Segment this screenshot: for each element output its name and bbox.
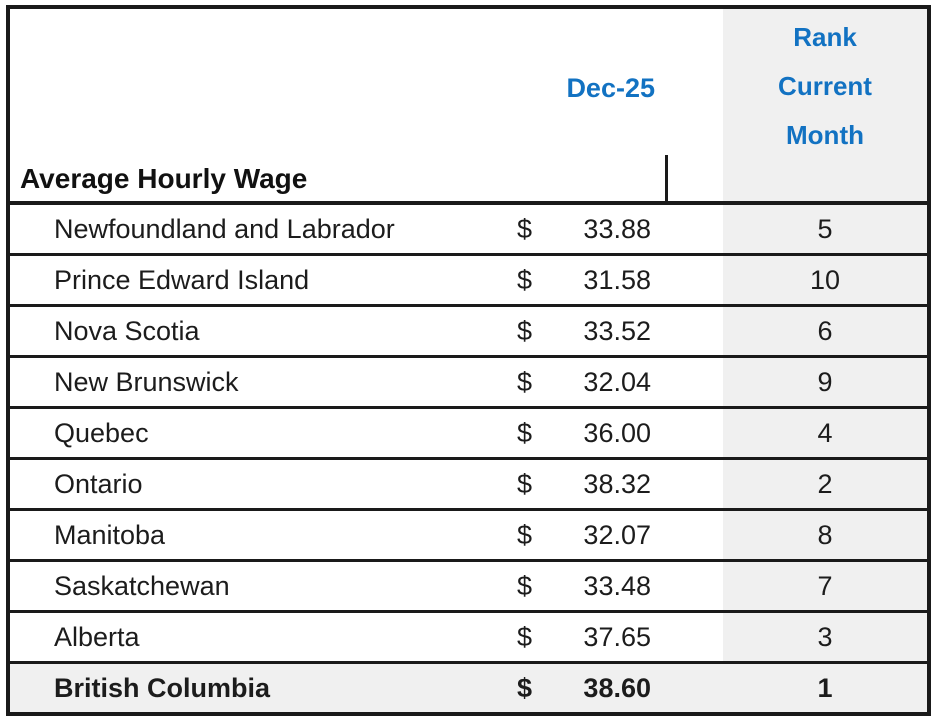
province-cell: Manitoba [54,519,166,550]
wage-cell: $ 31.58 [511,256,661,304]
rank-cell: 5 [723,205,927,253]
province-cell: Nova Scotia [54,315,200,346]
table-row: Ontario $ 38.32 2 [10,457,927,508]
column-spacer [661,205,723,253]
column-spacer [661,409,723,457]
rank-header-line-1: Rank [793,22,857,52]
wage-amount: 38.60 [583,672,651,703]
table-row-highlighted: British Columbia $ 38.60 1 [10,661,927,712]
rank-cell: 2 [723,460,927,508]
currency-symbol: $ [517,264,533,295]
column-divider-tick [665,155,668,201]
rank-cell: 10 [723,256,927,304]
province-cell: Quebec [54,417,149,448]
wage-amount: 37.65 [583,621,651,652]
wage-amount: 36.00 [583,417,651,448]
rank-column-header: Rank Current Month [723,13,927,160]
rank-cell: 6 [723,307,927,355]
wage-amount: 32.04 [583,366,651,397]
currency-symbol: $ [517,417,533,448]
column-spacer [661,562,723,610]
currency-symbol: $ [517,315,533,346]
table-title: Average Hourly Wage [20,163,308,194]
table-row: Saskatchewan $ 33.48 7 [10,559,927,610]
table-row: Alberta $ 37.65 3 [10,610,927,661]
province-cell: New Brunswick [54,366,239,397]
wage-table: Rank Current Month Dec-25 Average Hourly… [6,5,931,716]
province-cell: Saskatchewan [54,570,230,601]
wage-cell: $ 32.07 [511,511,661,559]
wage-amount: 32.07 [583,519,651,550]
wage-amount: 33.52 [583,315,651,346]
rank-cell: 9 [723,358,927,406]
column-spacer [661,358,723,406]
currency-symbol: $ [517,621,533,652]
wage-cell: $ 33.52 [511,307,661,355]
period-column-header: Dec-25 [566,73,655,103]
column-spacer [661,307,723,355]
table-row: Prince Edward Island $ 31.58 10 [10,253,927,304]
table-row: Newfoundland and Labrador $ 33.88 5 [10,205,927,253]
rank-cell: 8 [723,511,927,559]
table-body: Newfoundland and Labrador $ 33.88 5 Prin… [10,205,927,712]
currency-symbol: $ [517,213,533,244]
rank-header-line-3: Month [786,120,864,150]
rank-column-band [723,9,927,201]
rank-cell: 4 [723,409,927,457]
rank-cell: 7 [723,562,927,610]
rank-header-line-2: Current [778,71,872,101]
wage-cell: $ 38.60 [511,664,661,712]
table-row: New Brunswick $ 32.04 9 [10,355,927,406]
wage-cell: $ 33.48 [511,562,661,610]
currency-symbol: $ [517,366,533,397]
province-cell: Prince Edward Island [54,264,310,295]
wage-amount: 33.48 [583,570,651,601]
column-spacer [661,511,723,559]
table-row: Quebec $ 36.00 4 [10,406,927,457]
province-cell: Newfoundland and Labrador [54,213,395,244]
currency-symbol: $ [517,519,533,550]
province-cell: British Columbia [54,672,271,703]
currency-symbol: $ [517,672,533,703]
wage-amount: 33.88 [583,213,651,244]
wage-amount: 31.58 [583,264,651,295]
province-cell: Alberta [54,621,140,652]
wage-amount: 38.32 [583,468,651,499]
column-spacer [661,613,723,661]
wage-cell: $ 38.32 [511,460,661,508]
column-spacer [661,460,723,508]
column-spacer [661,256,723,304]
rank-cell: 3 [723,613,927,661]
rank-cell: 1 [723,664,927,712]
currency-symbol: $ [517,570,533,601]
table-row: Nova Scotia $ 33.52 6 [10,304,927,355]
currency-symbol: $ [517,468,533,499]
province-cell: Ontario [54,468,143,499]
column-spacer [661,664,723,712]
wage-cell: $ 32.04 [511,358,661,406]
table-row: Manitoba $ 32.07 8 [10,508,927,559]
wage-cell: $ 36.00 [511,409,661,457]
wage-cell: $ 33.88 [511,205,661,253]
table-header: Rank Current Month Dec-25 Average Hourly… [10,9,927,205]
wage-cell: $ 37.65 [511,613,661,661]
